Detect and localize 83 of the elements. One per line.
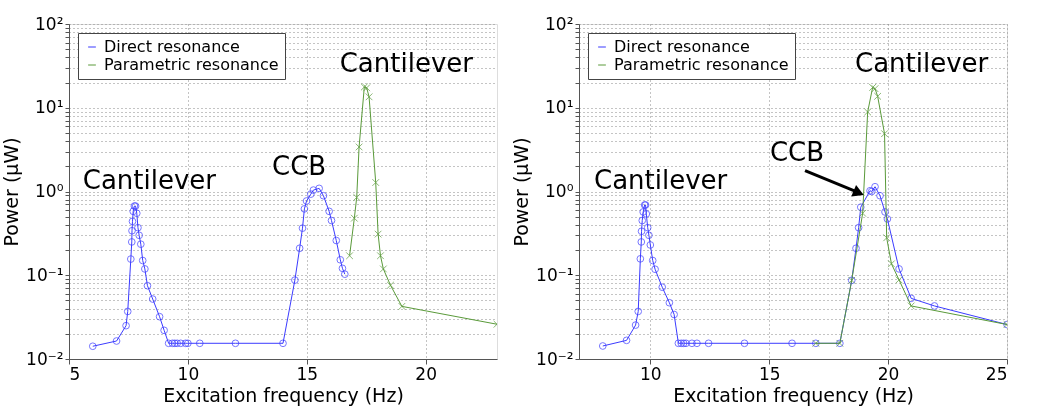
y-tick-label: 10¹ <box>35 97 64 118</box>
y-tick-label: 10⁰ <box>545 181 574 201</box>
point <box>138 256 147 265</box>
point <box>376 251 385 260</box>
point <box>231 339 240 348</box>
y-axis-title: Power (μW) <box>510 137 533 247</box>
point <box>332 236 341 245</box>
y-tick-label: 10¹ <box>545 97 574 118</box>
y-tick-label: 10⁰ <box>35 181 64 201</box>
point <box>306 190 315 198</box>
point <box>136 240 145 249</box>
annotation: Cantilever <box>855 48 989 79</box>
point <box>379 265 388 273</box>
point <box>352 193 361 202</box>
x-tick-label: 10 <box>640 363 662 384</box>
annotation: CCB <box>272 151 327 182</box>
annotation: CCB <box>769 136 825 167</box>
point <box>295 244 304 253</box>
point <box>126 255 135 263</box>
y-tick-label: 10⁻¹ <box>26 264 64 285</box>
x-tick-label: 25 <box>985 363 1008 384</box>
point <box>374 230 382 238</box>
point <box>141 265 149 273</box>
point <box>160 326 168 335</box>
y-tick-label: 10² <box>35 13 64 34</box>
point <box>181 339 190 348</box>
point <box>122 321 130 330</box>
point <box>129 207 138 216</box>
point <box>355 143 363 151</box>
legend-label: Parametric resonance <box>614 55 789 74</box>
point <box>300 205 309 213</box>
legend-label: Direct resonance <box>614 37 750 56</box>
point <box>365 92 373 101</box>
legend-label: Parametric resonance <box>104 55 279 74</box>
point <box>134 223 142 232</box>
x-tick-label: 20 <box>415 363 437 384</box>
point <box>127 238 136 246</box>
point <box>164 339 173 348</box>
annotation: Cantilever <box>82 165 217 196</box>
point <box>325 207 333 216</box>
point <box>338 264 347 273</box>
point <box>340 270 349 279</box>
y-tick-label: 10⁻¹ <box>536 264 574 285</box>
x-axis-title: Excitation frequency (Hz) <box>673 383 914 406</box>
point <box>345 251 354 260</box>
point <box>195 339 204 348</box>
point <box>88 342 97 351</box>
y-tick-label: 10⁻² <box>26 348 64 369</box>
point <box>184 339 192 348</box>
point <box>386 281 395 290</box>
point <box>327 216 336 225</box>
point <box>319 191 328 200</box>
point <box>291 276 299 284</box>
y-tick-label: 10² <box>545 13 574 34</box>
annotation: Cantilever <box>593 165 728 195</box>
point <box>132 209 141 218</box>
point <box>135 231 143 240</box>
annotation: Cantilever <box>339 47 474 78</box>
y-tick-label: 10⁻² <box>536 348 574 369</box>
x-tick-label: 5 <box>69 363 81 384</box>
legend-label: Direct resonance <box>104 37 240 56</box>
point <box>128 217 137 226</box>
x-tick-label: 15 <box>758 363 781 384</box>
point <box>298 224 307 233</box>
point <box>315 184 323 193</box>
point <box>128 226 136 235</box>
point <box>371 178 380 187</box>
point <box>350 214 359 223</box>
point <box>112 337 121 345</box>
point <box>143 281 152 290</box>
y-axis-title: Power (μW) <box>0 137 23 247</box>
x-tick-label: 10 <box>177 363 200 384</box>
point <box>302 197 311 205</box>
point <box>309 186 318 194</box>
point <box>148 295 157 303</box>
x-tick-label: 15 <box>296 363 319 384</box>
point <box>279 339 287 348</box>
x-tick-label: 20 <box>877 363 900 384</box>
point <box>336 255 345 264</box>
x-axis-title: Excitation frequency (Hz) <box>163 383 404 406</box>
point <box>398 302 406 311</box>
point <box>123 307 132 316</box>
point <box>155 312 164 321</box>
